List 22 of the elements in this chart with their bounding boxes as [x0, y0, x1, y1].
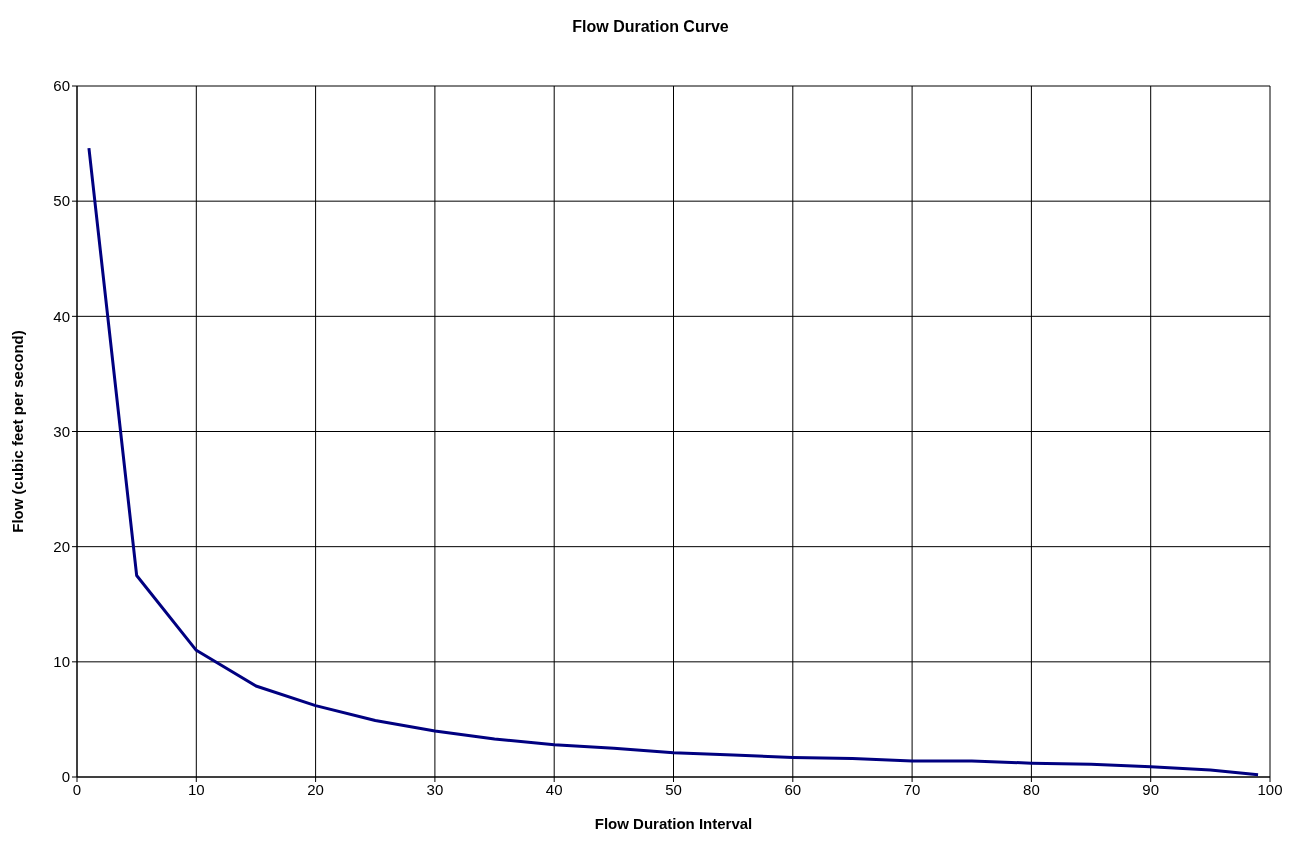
x-tick-label: 60 — [784, 780, 802, 798]
x-tick-label: 70 — [903, 780, 921, 798]
x-axis-title: Flow Duration Interval — [594, 815, 753, 832]
y-tick-label: 30 — [53, 422, 70, 440]
line-series — [87, 146, 1260, 777]
y-tick-label: 40 — [53, 307, 70, 325]
y-axis-title: Flow (cubic feet per second) — [9, 330, 27, 533]
y-tick-label: 50 — [53, 192, 70, 210]
x-tick-label: 0 — [72, 780, 82, 798]
y-tick-label: 0 — [61, 768, 70, 786]
x-tick-label: 30 — [426, 780, 444, 798]
y-tick-label: 60 — [53, 77, 70, 95]
x-tick-label: 100 — [1257, 780, 1283, 798]
y-tick-label: 20 — [53, 537, 70, 555]
x-tick-label: 90 — [1142, 780, 1160, 798]
x-tick-label: 80 — [1023, 780, 1040, 798]
y-tick-label: 10 — [53, 653, 70, 671]
x-tick-label: 50 — [665, 780, 682, 798]
chart-title: Flow Duration Curve — [571, 18, 730, 36]
x-tick-label: 10 — [187, 780, 205, 798]
x-tick-label: 20 — [307, 780, 324, 798]
x-tick-label: 40 — [545, 780, 563, 798]
